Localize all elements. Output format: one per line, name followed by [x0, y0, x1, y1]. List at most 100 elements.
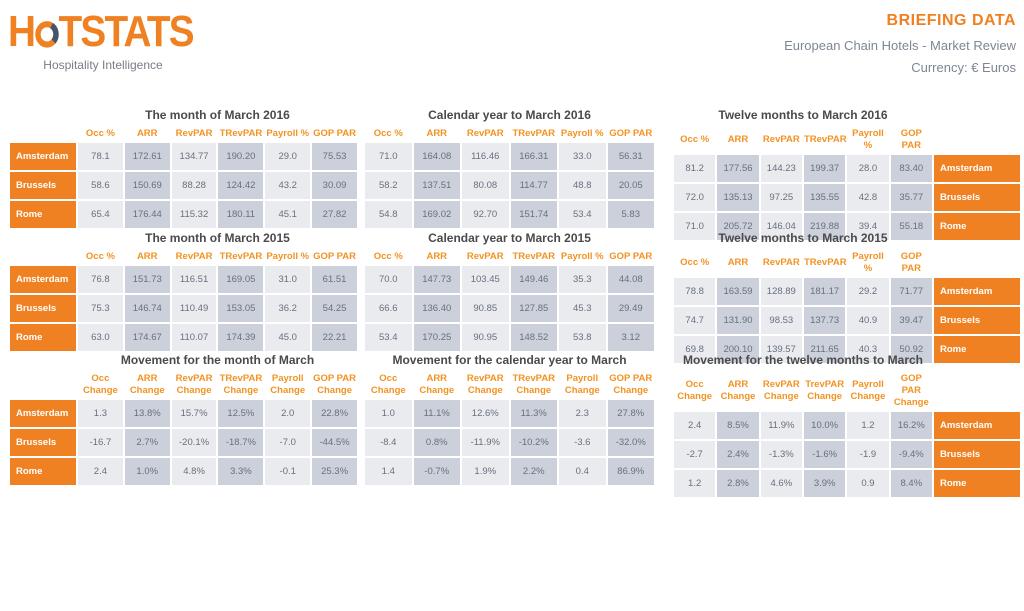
table-calendar-2015: Calendar year to March 2015 Occ % ARR RevP… — [363, 231, 656, 353]
column-header: ARR Change — [720, 378, 756, 402]
data-cell: 115.32 — [171, 200, 217, 228]
data-cell: 136.40 — [413, 294, 460, 322]
data-cell: -16.7 — [78, 428, 123, 456]
data-cell: 54.25 — [312, 294, 357, 322]
data-cell: 174.67 — [124, 323, 170, 351]
data-cell: 27.8% — [607, 399, 654, 427]
data-cell: 2.4% — [717, 440, 759, 468]
data-cell: 0.4 — [559, 457, 606, 485]
column-header: RevPAR — [762, 133, 800, 145]
table-twelve-2015: Twelve months to March 2015 Occ % ARR RevP… — [672, 231, 1022, 365]
column-header: RevPAR — [762, 256, 800, 268]
data-cell: 78.8 — [674, 277, 716, 305]
table-row: -8.4 0.8% -11.9% -10.2% -3.6 -32.0% — [365, 428, 654, 456]
table-title: The month of March 2016 — [145, 108, 290, 122]
logo-o-ring-icon — [35, 21, 59, 48]
hotstats-logo: H TSTATS Hospitality Intelligence — [8, 8, 218, 73]
data-cell: 90.95 — [462, 323, 509, 351]
data-cell: 169.05 — [218, 265, 264, 293]
table-title: Movement for the month of March — [120, 353, 315, 367]
corner-cell — [10, 250, 76, 264]
data-cell: 86.9% — [607, 457, 654, 485]
table-title: Twelve months to March 2016 — [718, 108, 888, 122]
data-table-movement-twelve: Occ Change ARR Change RevPAR Change TrevPAR… — [672, 370, 1022, 499]
column-header: Payroll Change — [564, 373, 600, 396]
data-cell: 146.04 — [760, 212, 802, 240]
data-cell: 163.59 — [717, 277, 759, 305]
data-cell: 55.18 — [890, 212, 932, 240]
data-cell: 88.28 — [171, 171, 217, 199]
data-cell: 58.6 — [78, 171, 123, 199]
data-cell: 70.0 — [365, 265, 412, 293]
table-title: Twelve months to March 2015 — [718, 231, 888, 245]
column-header: Occ % — [373, 251, 403, 262]
column-header: TRevPAR — [219, 251, 263, 262]
column-header: Payroll Change — [850, 378, 886, 402]
data-cell: 1.0% — [124, 457, 170, 485]
data-cell: 1.2 — [847, 411, 889, 439]
data-cell: 103.45 — [462, 265, 509, 293]
data-cell: 10.0% — [803, 411, 846, 439]
column-header: TRevPAR — [512, 251, 556, 262]
data-cell: -18.7% — [218, 428, 264, 456]
column-header: GOP PAR — [313, 251, 357, 262]
table-row: Rome 65.4 176.44 115.32 180.11 45.1 27.82 — [10, 200, 357, 228]
column-header: ARR — [136, 251, 158, 262]
data-cell: 181.17 — [803, 277, 846, 305]
table-title: The month of March 2015 — [145, 231, 290, 245]
city-label: Rome — [10, 200, 76, 228]
data-cell: 151.74 — [510, 200, 557, 228]
column-header: ARR Change — [419, 373, 455, 396]
table-row: Brussels -16.7 2.7% -20.1% -18.7% -7.0 -44.5% — [10, 428, 357, 456]
data-cell: 40.9 — [847, 306, 889, 334]
table-row: 53.4 170.25 90.95 148.52 53.8 3.12 — [365, 323, 654, 351]
table-title: Movement for the calendar year to March — [392, 353, 627, 367]
data-cell: 135.55 — [803, 183, 846, 211]
city-label: Brussels — [10, 428, 76, 456]
data-cell: 2.7% — [124, 428, 170, 456]
column-header: Payroll % — [852, 128, 884, 151]
data-cell: 3.9% — [803, 469, 846, 497]
data-table-movement-calendar: Occ Change ARR Change RevPAR Change TRevPAR… — [363, 370, 656, 487]
data-cell: 2.4 — [78, 457, 123, 485]
column-header: GOP PAR — [609, 251, 653, 262]
data-cell: 2.3 — [559, 399, 606, 427]
header-row: Occ Change ARR Change RevPAR Change TRevPAR… — [365, 372, 654, 398]
column-header: Payroll Change — [270, 373, 306, 396]
corner-cell — [934, 127, 1020, 153]
data-cell: 35.3 — [559, 265, 606, 293]
data-cell: -20.1% — [171, 428, 217, 456]
data-cell: -11.9% — [462, 428, 509, 456]
data-cell: 116.46 — [462, 142, 509, 170]
data-cell: 139.57 — [760, 335, 802, 363]
data-cell: 42.8 — [847, 183, 889, 211]
data-cell: -1.9 — [847, 440, 889, 468]
data-cell: 11.1% — [413, 399, 460, 427]
data-cell: 29.0 — [265, 142, 311, 170]
data-cell: 1.4 — [365, 457, 412, 485]
column-header: RevPAR — [466, 128, 504, 139]
city-label: Amsterdam — [10, 399, 76, 427]
table-row: 71.0 164.08 116.46 166.31 33.0 56.31 — [365, 142, 654, 170]
data-table-twelve-2015: Occ % ARR RevPAR TRevPAR Payroll % GOP PAR 78.… — [672, 248, 1022, 365]
table-row: 81.2 177.56 144.23 199.37 28.0 83.40 Amsterdam — [674, 154, 1020, 182]
data-cell: 56.31 — [607, 142, 654, 170]
report-currency: Currency: € Euros — [911, 60, 1016, 75]
data-cell: 3.12 — [607, 323, 654, 351]
table-movement-calendar: Movement for the calendar year to March … — [363, 353, 656, 487]
data-cell: 15.7% — [171, 399, 217, 427]
data-cell: 124.42 — [218, 171, 264, 199]
data-table-month-2016: Occ % ARR RevPAR TRevPAR Payroll % GOP PAR Ams… — [8, 125, 359, 230]
data-cell: 190.20 — [218, 142, 264, 170]
data-cell: 31.0 — [265, 265, 311, 293]
data-cell: 72.0 — [674, 183, 716, 211]
table-row: 71.0 205.72 146.04 219.88 39.4 55.18 Rome — [674, 212, 1020, 240]
column-header: Occ % — [85, 251, 115, 262]
report-title: BRIEFING DATA — [886, 12, 1016, 29]
data-cell: 29.49 — [607, 294, 654, 322]
city-label: Rome — [934, 212, 1020, 240]
column-header: Occ Change — [82, 373, 118, 396]
data-cell: 61.51 — [312, 265, 357, 293]
data-cell: 110.49 — [171, 294, 217, 322]
data-cell: 127.85 — [510, 294, 557, 322]
